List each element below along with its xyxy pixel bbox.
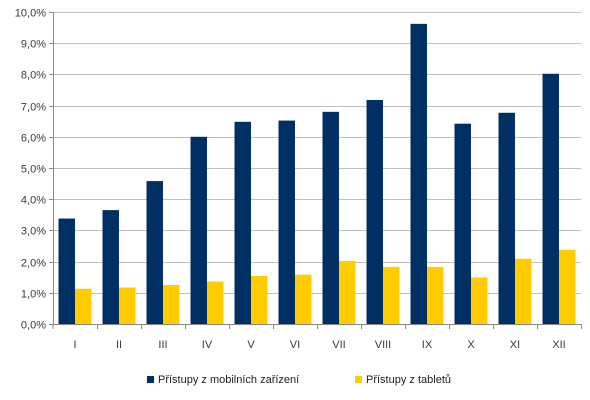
y-tick-label: 7,0% xyxy=(21,102,46,114)
x-axis-tick-labels: I II III IV V VI VII VIII IX X XI XII xyxy=(73,339,565,351)
x-tick-label: XI xyxy=(510,339,520,351)
x-tick-label: IX xyxy=(422,339,433,351)
y-tick-label: 5,0% xyxy=(21,164,46,176)
bar-mobile-III xyxy=(146,181,163,324)
x-tick-label: II xyxy=(116,339,122,351)
x-tick-label: V xyxy=(247,339,255,351)
bar-tablet-VIII xyxy=(383,266,400,324)
y-tick-label: 2,0% xyxy=(21,258,46,270)
legend-swatch-mobile xyxy=(147,376,154,383)
bar-mobile-X xyxy=(454,123,471,324)
bar-mobile-V xyxy=(234,121,251,324)
bar-tablet-II xyxy=(119,287,136,324)
bar-tablet-VI xyxy=(295,274,312,324)
y-tick-label: 4,0% xyxy=(21,195,46,207)
y-axis-tick-labels: 0,0% 1,0% 2,0% 3,0% 4,0% 5,0% 6,0% 7,0% 8,0% 9,0%… xyxy=(15,8,46,332)
x-tick-label: X xyxy=(467,339,475,351)
y-tick-label: 8,0% xyxy=(21,70,46,82)
bar-tablet-X xyxy=(471,277,488,324)
y-tick-label: 3,0% xyxy=(21,226,46,238)
y-tick-label: 1,0% xyxy=(21,289,46,301)
bar-tablet-I xyxy=(75,288,92,324)
x-tick-label: VII xyxy=(332,339,345,351)
x-tick-label: XII xyxy=(552,339,565,351)
bar-mobile-VI xyxy=(278,120,295,325)
bar-tablet-V xyxy=(251,275,268,324)
legend: Přístupy z mobilních zařízení Přístupy z … xyxy=(147,374,451,386)
legend-label-mobile: Přístupy z mobilních zařízení xyxy=(158,374,299,386)
bar-tablet-XII xyxy=(559,249,576,324)
x-tick-label: VI xyxy=(290,339,300,351)
bar-mobile-IX xyxy=(410,23,427,325)
bar-mobile-IV xyxy=(190,136,207,324)
x-tick-label: IV xyxy=(202,339,213,351)
bars xyxy=(58,23,576,325)
legend-swatch-tablet xyxy=(355,376,362,383)
y-tick-label: 10,0% xyxy=(15,8,46,20)
x-axis xyxy=(52,324,582,329)
x-tick-label: III xyxy=(158,339,167,351)
x-tick-label: I xyxy=(73,339,76,351)
bar-mobile-XI xyxy=(498,112,515,324)
x-tick-label: VIII xyxy=(375,339,392,351)
bar-tablet-XI xyxy=(515,258,532,324)
bar-tablet-III xyxy=(163,285,180,324)
bar-tablet-IX xyxy=(427,266,444,324)
bar-mobile-I xyxy=(58,218,75,324)
bar-mobile-VIII xyxy=(366,99,383,324)
y-tick-label: 0,0% xyxy=(21,320,46,332)
y-tick-label: 9,0% xyxy=(21,39,46,51)
bar-mobile-XII xyxy=(542,73,559,324)
bar-tablet-IV xyxy=(207,281,224,324)
gridlines xyxy=(49,12,581,325)
bar-mobile-II xyxy=(102,210,119,324)
y-tick-label: 6,0% xyxy=(21,133,46,145)
bar-mobile-VII xyxy=(322,111,339,324)
bar-tablet-VII xyxy=(339,260,356,324)
legend-label-tablet: Přístupy z tabletů xyxy=(366,374,451,386)
